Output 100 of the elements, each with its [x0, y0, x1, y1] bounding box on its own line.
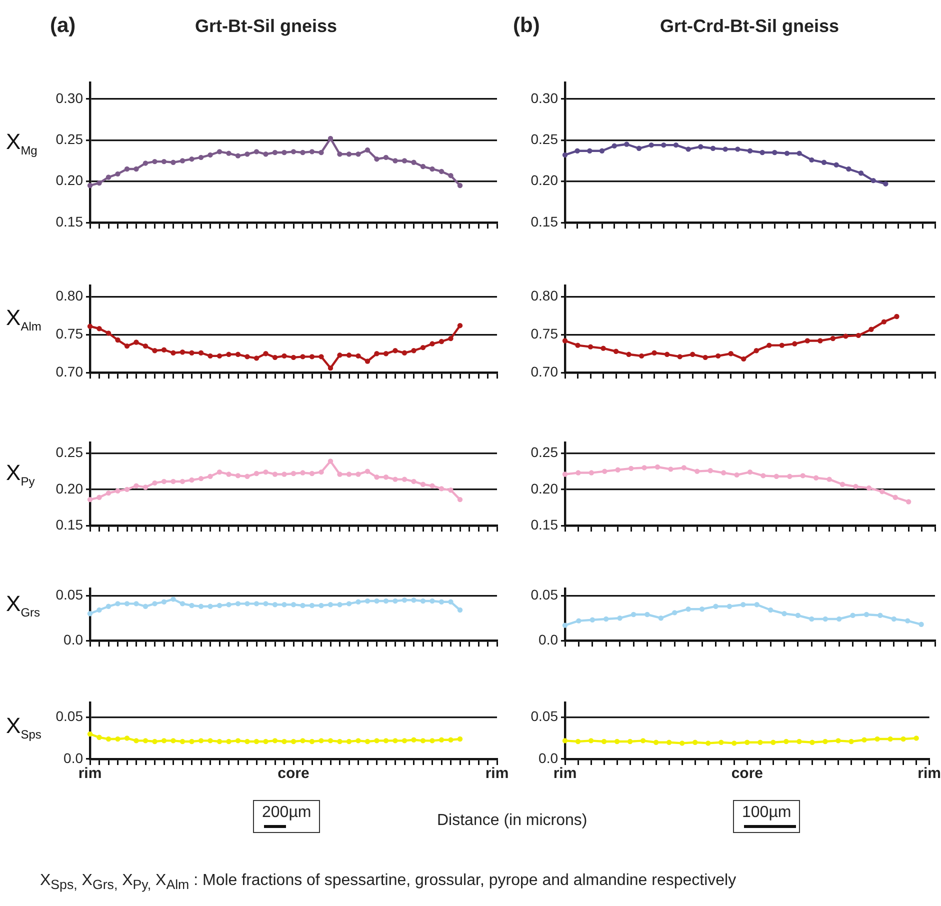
point — [822, 616, 828, 622]
y-axis-title: X$_{Sps}$ — [6, 713, 42, 742]
point — [830, 336, 836, 342]
point — [170, 478, 176, 484]
point — [254, 470, 260, 476]
point — [630, 612, 636, 618]
point — [290, 470, 296, 476]
point — [263, 351, 268, 356]
point — [800, 473, 806, 478]
point — [300, 354, 306, 360]
point — [868, 326, 874, 332]
point — [364, 738, 370, 744]
point — [615, 467, 620, 472]
point — [628, 466, 634, 472]
point — [337, 602, 342, 608]
point — [792, 341, 798, 346]
x-axis-title: Distance (in microns) — [437, 812, 588, 830]
point — [226, 150, 232, 156]
point — [766, 342, 772, 348]
point — [374, 598, 380, 604]
point — [735, 146, 740, 152]
point — [747, 148, 753, 154]
point — [883, 181, 888, 186]
point — [604, 616, 609, 622]
point — [134, 166, 139, 172]
point — [392, 598, 398, 604]
point — [438, 599, 444, 604]
point — [728, 351, 734, 356]
point — [198, 476, 204, 482]
point — [364, 598, 370, 604]
point — [106, 490, 112, 496]
point — [392, 158, 398, 164]
y-tick-label: 0.15 — [530, 213, 558, 230]
point — [208, 353, 213, 359]
point — [881, 319, 887, 324]
point — [648, 142, 654, 148]
point — [673, 142, 679, 148]
point — [853, 484, 858, 490]
point — [254, 738, 260, 744]
y-tick-label: 0.05 — [530, 586, 558, 602]
y-tick-label: 0.75 — [56, 326, 84, 342]
point — [235, 352, 241, 357]
point — [654, 464, 660, 470]
point — [636, 146, 642, 151]
point — [272, 354, 278, 360]
point — [328, 136, 334, 142]
point — [161, 738, 167, 744]
point — [448, 488, 454, 493]
y-tick-label: 0.0 — [538, 750, 558, 766]
point — [272, 602, 278, 608]
point — [713, 604, 718, 609]
y-axis-title: X$_{Mg}$ — [6, 128, 38, 157]
point — [747, 469, 753, 475]
point — [208, 152, 213, 158]
point — [457, 496, 463, 502]
point — [821, 160, 827, 165]
point — [272, 738, 278, 744]
point — [694, 468, 700, 474]
point — [661, 142, 666, 148]
point — [87, 496, 93, 502]
point — [677, 354, 682, 360]
x-tick-label: rim — [553, 765, 577, 782]
point — [244, 354, 250, 360]
text: 200µm — [262, 804, 312, 821]
y-tick-label: 0.80 — [56, 288, 84, 304]
y-tick-label: 0.0 — [538, 631, 558, 648]
point — [392, 738, 398, 744]
point — [124, 166, 130, 172]
point — [754, 602, 760, 608]
point — [152, 480, 158, 486]
point — [263, 469, 268, 475]
y-tick-label: 0.20 — [56, 480, 84, 496]
point — [309, 738, 315, 744]
point — [337, 352, 342, 358]
point — [590, 617, 596, 622]
point — [115, 171, 120, 177]
point — [438, 338, 444, 344]
text: (a) — [50, 14, 76, 38]
point — [263, 738, 268, 744]
point — [383, 154, 389, 160]
point — [430, 598, 435, 604]
y-tick-label: 0.25 — [530, 444, 558, 460]
point — [870, 178, 876, 184]
point — [226, 352, 232, 357]
point — [96, 180, 102, 186]
point — [170, 596, 176, 602]
point — [768, 607, 774, 613]
point — [411, 478, 416, 484]
point — [402, 158, 408, 164]
point — [894, 314, 900, 320]
x-tick-label: rim — [485, 765, 509, 782]
point — [152, 738, 158, 744]
point — [438, 168, 444, 174]
y-tick-label: 0.0 — [64, 631, 84, 648]
point — [681, 465, 687, 470]
point — [668, 466, 674, 472]
point — [134, 738, 139, 744]
point — [134, 601, 139, 606]
point — [644, 612, 650, 618]
point — [734, 472, 740, 478]
